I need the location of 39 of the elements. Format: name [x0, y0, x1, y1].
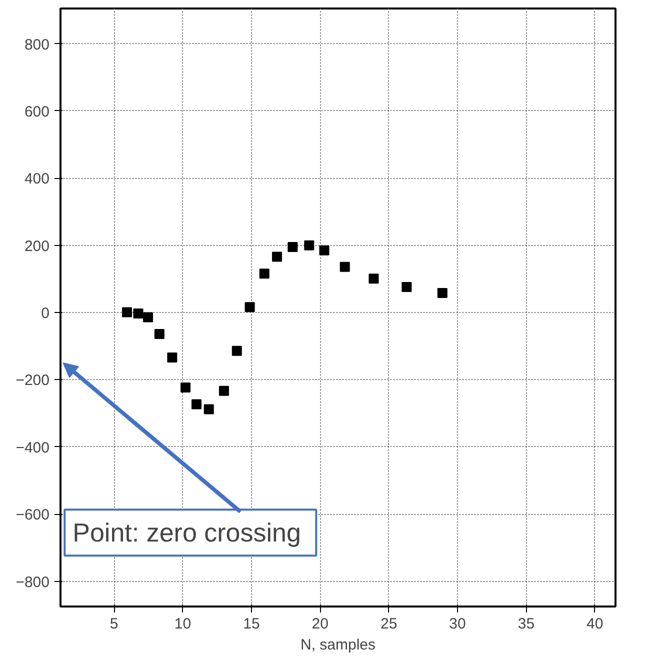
point	[192, 399, 202, 410]
y-tick-label: −200	[16, 372, 50, 390]
annotation: Point: zero crossing	[72, 518, 301, 548]
y-tick-label: 400	[24, 170, 50, 188]
point	[133, 308, 144, 319]
y-tick-label: 200	[24, 238, 50, 255]
point	[368, 274, 379, 284]
x-tick-label: 25	[380, 616, 398, 632]
point	[143, 312, 154, 322]
x-tick-label: 10	[174, 616, 192, 632]
point	[319, 245, 330, 256]
point	[218, 386, 229, 396]
x-tick-label: 30	[449, 616, 466, 632]
point	[259, 268, 270, 279]
point	[340, 262, 350, 272]
y-tick-label: 600	[24, 103, 50, 120]
point	[232, 346, 242, 356]
point	[167, 352, 178, 363]
point	[272, 252, 282, 262]
point	[204, 404, 214, 414]
y-tick-label: −800	[16, 574, 50, 591]
x-tick-label: 15	[243, 616, 260, 632]
point	[154, 329, 164, 340]
y-tick-label: 0	[41, 305, 50, 322]
x-axis-title: N, samples	[300, 636, 376, 654]
point	[402, 282, 412, 292]
y-tick-label: −400	[16, 439, 50, 456]
point	[304, 240, 314, 250]
point	[122, 307, 132, 318]
x-tick-label: 20	[312, 616, 328, 632]
point	[437, 288, 448, 298]
x-tick-label: 5	[110, 616, 118, 632]
y-tick-label: 800	[24, 36, 50, 54]
point	[244, 302, 255, 312]
y-tick-label: −600	[16, 506, 50, 524]
point	[288, 242, 298, 252]
x-tick-label: 40	[586, 616, 604, 632]
point	[180, 382, 191, 392]
x-tick-label: 35	[518, 616, 535, 632]
